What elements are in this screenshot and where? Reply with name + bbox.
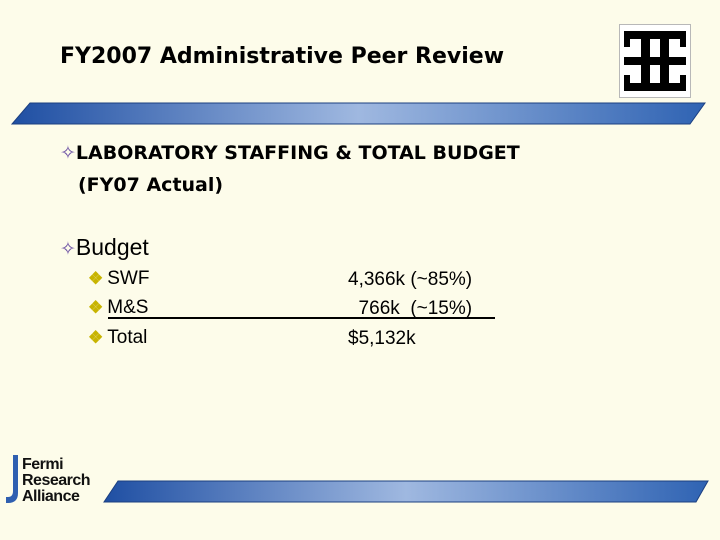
budget-row-total: ❖ Total xyxy=(88,326,147,350)
fra-logo-icon xyxy=(6,455,18,503)
row-value: 4,366k (~85%) xyxy=(348,269,473,290)
slide-title: FY2007 Administrative Peer Review xyxy=(60,44,505,69)
budget-row-swf: ❖ SWF xyxy=(88,267,149,291)
fermilab-logo-icon xyxy=(624,31,686,91)
fra-logo-text-line: Research xyxy=(22,472,91,489)
budget-row-ms: ❖ M&S xyxy=(88,296,148,320)
row-label: SWF xyxy=(107,268,150,289)
fra-logo-text-line: Fermi xyxy=(22,456,64,473)
heading-line-2: (FY07 Actual) xyxy=(78,174,224,196)
header-divider-bar xyxy=(10,102,706,125)
section-heading: ✧LABORATORY STAFFING & TOTAL BUDGET (FY0… xyxy=(60,137,520,201)
checkmark-bullet-icon: ❖ xyxy=(88,269,104,288)
budget-item: ✧Budget xyxy=(60,232,149,265)
diamond-bullet-icon: ✧ xyxy=(60,239,76,260)
fermilab-logo xyxy=(619,24,691,98)
heading-line-1: LABORATORY STAFFING & TOTAL BUDGET xyxy=(75,142,520,164)
fra-logo-text-line: Alliance xyxy=(22,488,80,505)
row-value: $5,132k xyxy=(348,328,416,349)
subtotal-underline xyxy=(108,317,495,319)
row-label: M&S xyxy=(107,297,149,318)
diamond-bullet-icon: ✧ xyxy=(60,142,76,164)
budget-label: Budget xyxy=(75,234,149,260)
checkmark-bullet-icon: ❖ xyxy=(88,328,104,347)
row-label: Total xyxy=(107,327,148,348)
footer-divider-bar xyxy=(103,480,709,503)
row-value: 766k (~15%) xyxy=(348,298,478,319)
checkmark-bullet-icon: ❖ xyxy=(88,298,104,317)
